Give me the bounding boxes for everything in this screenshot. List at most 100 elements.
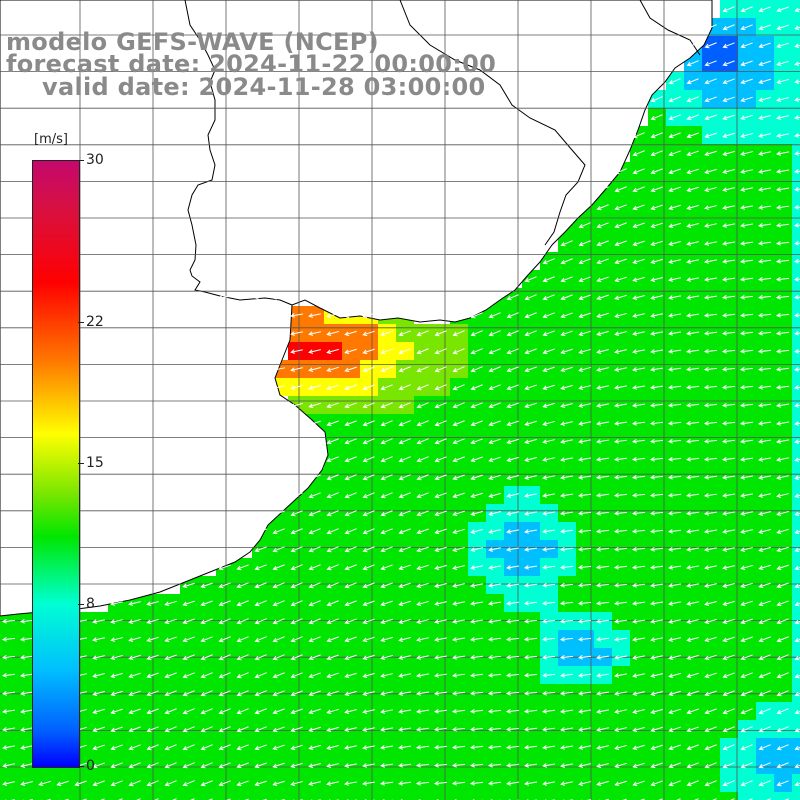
land-area — [0, 0, 713, 617]
wind-arrow — [632, 691, 645, 696]
wind-arrow — [794, 547, 800, 553]
wind-arrow — [758, 223, 772, 228]
wind-arrow — [668, 637, 681, 642]
wind-arrow — [722, 511, 735, 516]
wind-arrow — [326, 348, 339, 354]
wind-arrow — [254, 780, 267, 787]
wind-arrow — [2, 763, 15, 768]
wind-arrow — [794, 637, 800, 643]
wind-arrow — [290, 349, 303, 354]
wind-arrow — [686, 96, 699, 103]
wind-arrow — [632, 421, 646, 426]
colorbar — [32, 160, 80, 768]
wind-arrow — [524, 726, 538, 732]
wind-speed-cell — [792, 576, 800, 594]
wind-arrow — [236, 708, 249, 715]
wind-arrow — [686, 529, 700, 534]
wind-arrow — [452, 510, 465, 517]
wind-arrow — [668, 690, 681, 697]
wind-arrow — [487, 672, 502, 678]
wind-arrow — [344, 600, 357, 607]
wind-arrow — [542, 258, 555, 265]
wind-arrow — [433, 762, 448, 768]
wind-arrow — [524, 330, 537, 337]
wind-arrow — [776, 439, 789, 444]
wind-arrow — [506, 547, 519, 552]
wind-speed-cell — [306, 792, 324, 800]
wind-arrow — [164, 654, 177, 661]
wind-arrow — [596, 367, 609, 372]
wind-arrow — [776, 97, 789, 102]
wind-arrow — [668, 186, 681, 193]
wind-arrow — [578, 385, 591, 390]
wind-arrow — [470, 438, 483, 445]
wind-arrow — [182, 582, 195, 589]
wind-arrow — [524, 745, 538, 750]
wind-speed-cell — [432, 792, 450, 800]
wind-arrow — [164, 600, 177, 607]
wind-arrow — [254, 600, 267, 607]
wind-arrow — [344, 438, 357, 445]
wind-arrow — [740, 690, 753, 697]
wind-arrow — [542, 493, 555, 498]
wind-arrow — [452, 492, 465, 499]
wind-arrow — [542, 745, 556, 750]
wind-arrows — [1, 6, 800, 800]
wind-arrow — [794, 349, 800, 354]
wind-arrow — [506, 312, 519, 319]
wind-arrow — [542, 294, 555, 301]
wind-arrow — [632, 438, 646, 444]
wind-arrow — [452, 420, 465, 427]
wind-arrow — [707, 798, 717, 800]
wind-arrow — [344, 654, 357, 661]
wind-arrow — [542, 366, 555, 373]
wind-arrow — [649, 438, 664, 444]
wind-arrow — [649, 510, 664, 516]
wind-arrow — [308, 708, 321, 715]
wind-speed-cell — [792, 18, 800, 36]
wind-arrow — [650, 583, 664, 588]
wind-arrow — [200, 762, 213, 769]
wind-arrow — [218, 708, 231, 715]
wind-arrow — [560, 366, 573, 373]
wind-arrow — [272, 564, 285, 571]
wind-arrow — [722, 114, 735, 121]
wind-arrow — [524, 276, 537, 283]
wind-arrow — [560, 240, 573, 247]
wind-arrow — [758, 24, 771, 31]
wind-arrow — [758, 258, 772, 264]
wind-arrow — [668, 601, 681, 606]
wind-arrow — [722, 24, 735, 31]
wind-arrow — [668, 240, 681, 246]
wind-arrow — [344, 546, 357, 553]
wind-arrow — [632, 673, 645, 678]
wind-arrow — [2, 709, 16, 714]
wind-arrow — [794, 115, 800, 120]
wind-arrow — [523, 654, 538, 660]
wind-arrow — [218, 654, 231, 661]
wind-arrow — [524, 457, 537, 462]
wind-arrow — [704, 24, 717, 31]
wind-arrow — [398, 384, 411, 391]
wind-arrow — [722, 96, 735, 103]
wind-arrow — [506, 366, 519, 373]
wind-speed-cell — [396, 792, 414, 800]
wind-arrow — [469, 762, 484, 768]
wind-arrow — [794, 457, 800, 462]
wind-arrow — [398, 582, 411, 589]
wind-arrow — [380, 691, 393, 696]
wind-arrow — [667, 492, 682, 498]
wind-arrow — [794, 187, 800, 192]
wind-arrow — [380, 745, 394, 750]
wind-arrow — [308, 510, 321, 517]
wind-arrow — [344, 384, 357, 391]
wind-arrow — [272, 708, 285, 715]
wind-arrow — [523, 690, 538, 696]
wind-arrow — [758, 169, 771, 174]
wind-arrow — [146, 762, 159, 769]
wind-arrow — [650, 168, 663, 175]
wind-arrow — [506, 601, 520, 606]
wind-arrow — [704, 78, 717, 85]
wind-speed-cell — [252, 792, 270, 800]
